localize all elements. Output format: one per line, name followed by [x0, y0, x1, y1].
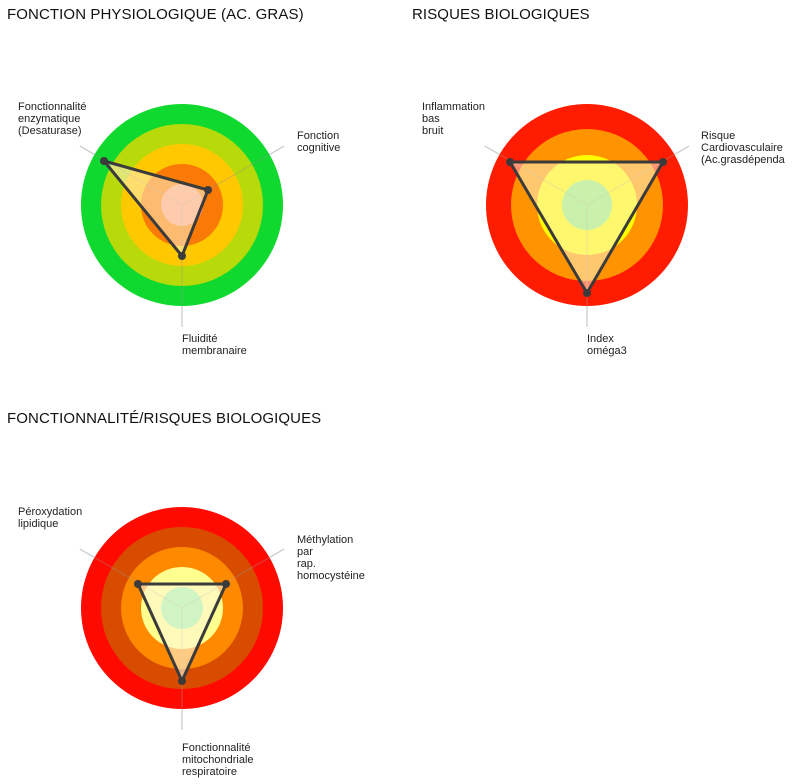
axis-label-fluidite-membranaire: Fluidité membranaire [182, 333, 247, 357]
data-point [222, 580, 230, 588]
axis-label-risque-cardiovasculaire: Risque Cardiovasculaire (Ac.grasdépenda [701, 130, 785, 166]
data-area [138, 584, 226, 681]
data-area [510, 162, 663, 293]
data-point [659, 158, 667, 166]
axis-label-peroxydation: Péroxydation lipidique [18, 506, 83, 530]
axis-label-index-omega3: Index oméga3 [587, 333, 627, 357]
chart-title-fonction-physiologique: FONCTION PHYSIOLOGIQUE (AC. GRAS) [7, 6, 304, 23]
data-outline [136, 582, 228, 683]
radar-chart-fonction-physiologique [79, 104, 285, 327]
axis-label-mitochondriale: Fonctionnalité mitochondriale respiratoi… [182, 742, 254, 778]
data-point [506, 158, 514, 166]
chart-title-fonctionnalite-risques: FONCTIONNALITÉ/RISQUES BIOLOGIQUES [7, 410, 322, 427]
data-point [134, 580, 142, 588]
data-area [104, 161, 208, 256]
axis-label-methylation: Méthylation par rap. homocystéine [297, 534, 365, 582]
data-point [178, 677, 186, 685]
data-point [178, 252, 186, 260]
radar-chart-fonctionnalite-risques [79, 507, 285, 730]
axis-label-desaturase: Fonctionnalité enzymatique (Desaturase) [18, 101, 87, 137]
axis-label-inflammation: Inflammation bas bruit [422, 101, 485, 137]
data-outline [102, 159, 210, 258]
data-point [583, 289, 591, 297]
radar-chart-risques-biologiques [484, 104, 690, 327]
axis-label-fonction-cognitive: Fonction cognitive [297, 130, 341, 154]
data-point [204, 186, 212, 194]
chart-title-risques-biologiques: RISQUES BIOLOGIQUES [412, 6, 590, 23]
data-point [100, 157, 108, 165]
data-outline [508, 160, 665, 295]
